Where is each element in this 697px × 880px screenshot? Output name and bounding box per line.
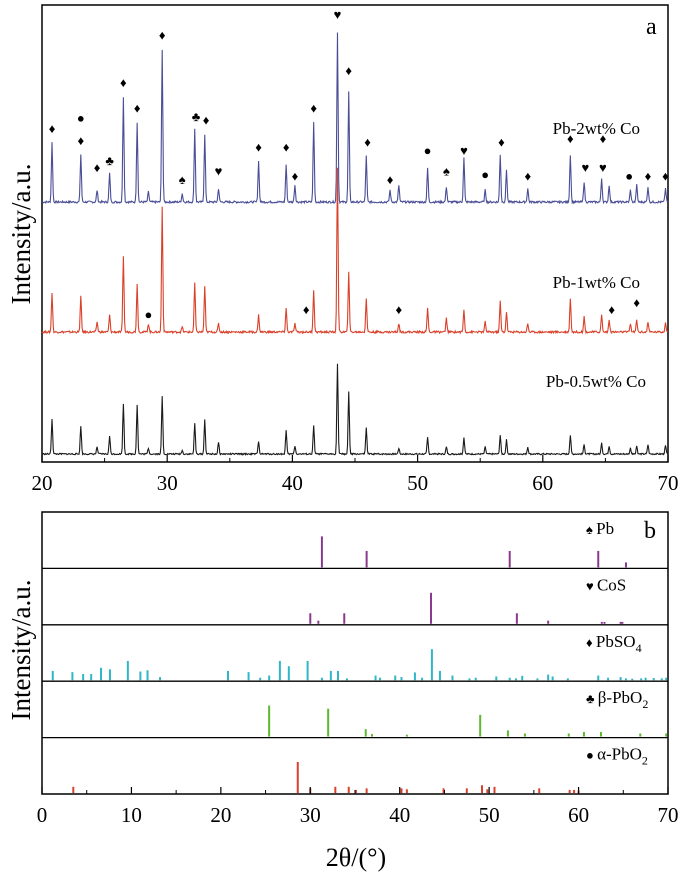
series-label-1: Pb-2wt% Co <box>553 119 640 138</box>
peak-marker: ♦ <box>310 101 317 116</box>
panel-b-ylabel: Intensity/a.u. <box>6 580 36 721</box>
panel-a-ylabel: Intensity/a.u. <box>6 164 36 305</box>
peak-marker: ♦ <box>255 140 262 155</box>
peak-marker: ♦ <box>524 169 531 184</box>
phase-label-2: ♥ CoS <box>586 575 626 594</box>
phase-label-4: ♣ β-PbO2 <box>586 688 648 711</box>
x-tick-label: 40 <box>389 803 410 827</box>
peak-marker: ♦ <box>120 75 127 90</box>
panel-b-frame <box>41 511 669 795</box>
x-tick-label: 10 <box>121 803 142 827</box>
panel-a: ♦♦●♦♣♦♦♦♠♣♦♥♦♦♦♦♥♦♦♦♦●♠♥●♦♦♦♥♥♦●♦♦●♦♦♦♦ … <box>6 4 679 495</box>
series-line-1 <box>41 32 669 205</box>
peak-marker: ♠ <box>443 163 450 178</box>
x-tick-label: 70 <box>658 471 679 495</box>
peak-marker: ● <box>424 143 432 158</box>
peak-marker: ♥ <box>460 143 468 158</box>
peak-marker: ● <box>481 167 489 182</box>
peak-marker: ♦ <box>292 169 299 184</box>
series-label-2: Pb-1wt% Co <box>553 273 640 292</box>
peak-marker: ♥ <box>582 160 590 175</box>
phase-label-3: ♦ PbSO4 <box>586 632 642 655</box>
peak-marker: ♦ <box>77 133 84 148</box>
x-tick-label: 50 <box>479 803 500 827</box>
series-line-2 <box>41 167 669 335</box>
peak-marker: ♦ <box>134 101 141 116</box>
panel-b-label: b <box>644 518 656 544</box>
peak-marker: ♥ <box>334 7 342 22</box>
panel-b: ♠ Pb ♥ CoS ♦ PbSO4 ♣ β-PbO2 ● α-PbO2 0 10 20 30… <box>6 511 679 872</box>
x-tick-label: 40 <box>282 471 303 495</box>
peak-marker: ♦ <box>645 169 652 184</box>
peak-marker: ♦ <box>633 295 640 310</box>
phase-label-5: ● α-PbO2 <box>586 745 648 768</box>
peak-marker: ♦ <box>159 27 166 42</box>
phase-label-1: ♠ Pb <box>586 519 614 538</box>
peak-marker: ♦ <box>94 160 101 175</box>
peak-marker: ♥ <box>215 163 223 178</box>
peak-marker: ♦ <box>364 135 371 150</box>
peak-marker: ♦ <box>49 121 56 136</box>
panel-b-xlabel: 2θ/(°) <box>326 843 386 872</box>
x-tick-label: 20 <box>32 471 53 495</box>
x-tick-label: 30 <box>300 803 321 827</box>
peak-marker: ♦ <box>203 112 210 127</box>
peak-marker: ● <box>77 111 85 126</box>
peak-marker: ♥ <box>599 160 607 175</box>
peak-marker: ♦ <box>567 131 574 146</box>
peak-marker: ● <box>625 169 633 184</box>
panel-a-frame <box>41 4 669 463</box>
x-tick-label: 70 <box>658 803 679 827</box>
peak-marker: ♦ <box>498 135 505 150</box>
peak-marker: ♦ <box>662 169 669 184</box>
peak-marker: ♣ <box>105 153 114 168</box>
peak-marker: ♦ <box>303 302 310 317</box>
x-tick-label: 30 <box>157 471 178 495</box>
x-tick-label: 0 <box>37 803 48 827</box>
peak-marker: ♦ <box>345 63 352 78</box>
peak-marker: ♦ <box>395 302 402 317</box>
peak-marker: ♦ <box>283 140 290 155</box>
series-line-3 <box>41 363 669 456</box>
x-tick-label: 60 <box>568 803 589 827</box>
x-tick-label: 20 <box>210 803 231 827</box>
peak-marker: ● <box>144 307 152 322</box>
x-tick-label: 50 <box>407 471 428 495</box>
series-label-3: Pb-0.5wt% Co <box>546 372 646 391</box>
x-tick-label: 60 <box>532 471 553 495</box>
peak-marker: ♦ <box>600 131 607 146</box>
peak-marker: ♣ <box>192 109 201 124</box>
panel-a-label: a <box>646 14 657 40</box>
peak-marker: ♦ <box>608 302 615 317</box>
peak-marker: ♠ <box>179 172 186 187</box>
peak-marker: ♦ <box>387 172 394 187</box>
